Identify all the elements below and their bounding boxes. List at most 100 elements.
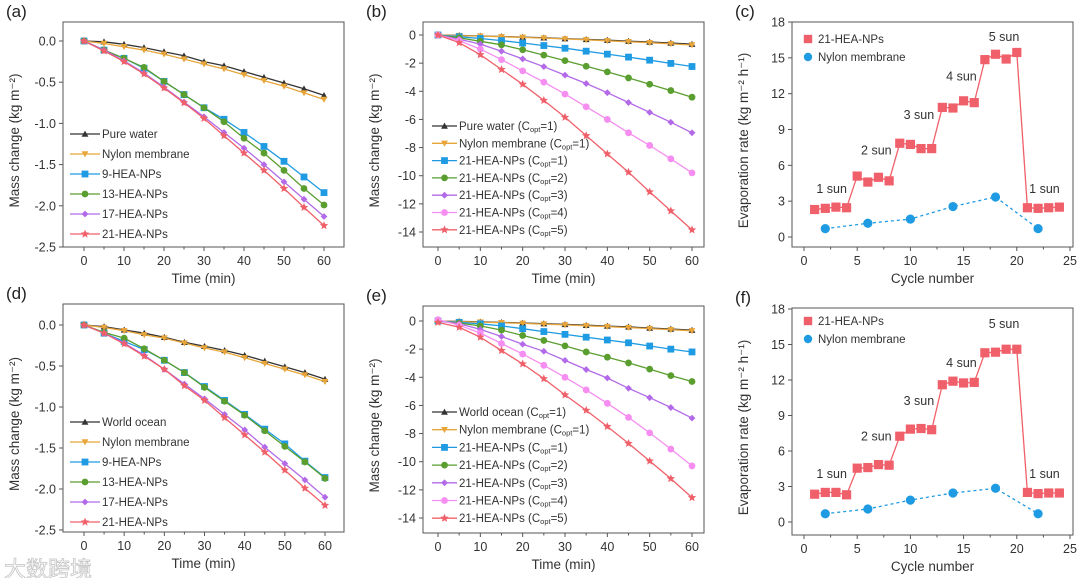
- y-tick-label: 0: [409, 315, 416, 329]
- legend-label: Nylon membrane: [818, 52, 906, 64]
- square-marker: [895, 138, 905, 148]
- y-tick-label: -2: [405, 343, 416, 357]
- star-marker: [120, 339, 129, 348]
- legend-label: 21-HEA-NPs (Copt=1): [459, 442, 568, 455]
- square-marker: [625, 53, 632, 61]
- square-marker: [980, 348, 990, 358]
- x-tick-label: 0: [81, 539, 88, 553]
- diamond-marker: [646, 108, 654, 116]
- circle-marker: [803, 334, 813, 344]
- star-marker: [560, 390, 570, 399]
- triangle-up-marker: [320, 91, 328, 99]
- series-line: [437, 320, 693, 383]
- square-marker: [1033, 203, 1043, 213]
- circle-marker: [646, 80, 654, 88]
- square-marker: [852, 171, 862, 181]
- circle-marker: [625, 413, 632, 421]
- legend-entry: 13-HEA-NPs: [70, 189, 168, 201]
- triangle-down-marker: [321, 378, 329, 385]
- star-marker: [433, 318, 443, 326]
- panel-label: (e): [366, 286, 387, 305]
- y-tick-label: 15: [771, 338, 785, 352]
- circle-marker: [1033, 224, 1043, 234]
- diamond-marker: [603, 89, 611, 97]
- square-marker: [582, 333, 590, 341]
- circle-marker: [803, 52, 813, 62]
- square-marker: [1044, 203, 1054, 213]
- panel-label: (f): [735, 288, 751, 307]
- triangle-down-marker: [688, 328, 696, 335]
- panel-label: (c): [735, 2, 755, 21]
- star-marker: [645, 187, 654, 196]
- diamond-marker: [498, 333, 505, 340]
- series-21-hea-nps: [79, 320, 330, 509]
- star-marker: [279, 184, 289, 193]
- triangle-down-marker: [540, 35, 548, 42]
- legend-entry: 17-HEA-NPs: [70, 497, 168, 509]
- square-marker: [1033, 489, 1043, 499]
- triangle-down-marker: [603, 323, 611, 331]
- square-marker: [980, 55, 990, 65]
- star-marker: [320, 501, 330, 509]
- square-marker: [916, 144, 926, 154]
- panel-label: (a): [6, 2, 27, 21]
- y-tick-label: 18: [771, 16, 785, 30]
- square-marker: [1054, 202, 1064, 212]
- square-marker: [625, 339, 632, 347]
- square-marker: [1001, 344, 1011, 354]
- circle-marker: [603, 399, 611, 407]
- y-tick-label: 3: [778, 480, 785, 494]
- legend-label: Pure water (Copt=1): [459, 121, 557, 134]
- circle-marker: [540, 361, 548, 369]
- legend-entry: 21-HEA-NPs (Copt=3): [432, 190, 568, 203]
- legend-label: 21-HEA-NPs (Copt=4): [459, 496, 568, 509]
- plot-frame: [791, 307, 1074, 536]
- square-marker: [603, 50, 611, 58]
- diamond-marker: [240, 144, 248, 152]
- legend-entry: 21-HEA-NPs: [70, 517, 168, 529]
- square-marker: [561, 330, 569, 338]
- square-marker: [1001, 54, 1011, 64]
- star-marker: [440, 513, 449, 522]
- x-tick-label: 0: [435, 254, 442, 268]
- legend-label: 21-HEA-NPs (Copt=1): [459, 156, 568, 169]
- square-marker: [884, 176, 894, 186]
- y-tick-label: -12: [398, 197, 416, 211]
- diamond-marker: [540, 347, 548, 355]
- legend-entry: Pure water: [70, 129, 158, 141]
- star-marker: [666, 474, 675, 483]
- x-tick-label: 30: [197, 254, 211, 268]
- circle-marker: [441, 174, 448, 182]
- y-tick-label: 0: [409, 29, 416, 43]
- y-axis-title: Mass change (kg m⁻²): [367, 359, 382, 493]
- y-tick-label: -10: [398, 455, 416, 469]
- y-tick-label: 0.0: [39, 319, 56, 333]
- legend-label: 21-HEA-NPs (Copt=5): [459, 225, 568, 238]
- panel-b: (b) 0 10 20 30 40 50 60 0 -2 -4 -6 -8 -10 -12 -14 Time (…: [366, 2, 705, 286]
- square-marker: [948, 103, 958, 113]
- y-tick-label: -1.0: [34, 401, 56, 415]
- x-tick-label: 50: [643, 254, 657, 268]
- triangle-down-marker: [300, 90, 308, 97]
- diamond-marker: [688, 414, 696, 422]
- x-axis-title: Time (min): [172, 556, 236, 571]
- diamond-marker: [441, 479, 448, 487]
- legend-label: 13-HEA-NPs: [102, 477, 168, 489]
- legend-entry: 17-HEA-NPs: [70, 209, 168, 221]
- legend-label: Nylon membrane: [102, 149, 190, 161]
- sun-annotation: 2 sun: [861, 429, 892, 443]
- series-21-hea-nps: [810, 47, 1064, 215]
- triangle-down-marker: [220, 66, 228, 73]
- triangle-down-marker: [180, 56, 188, 63]
- square-marker: [688, 63, 696, 70]
- diamond-marker: [281, 460, 289, 467]
- triangle-down-marker: [81, 151, 89, 158]
- circle-marker: [667, 445, 675, 453]
- star-marker: [440, 225, 449, 234]
- star-marker: [79, 320, 89, 329]
- triangle-up-marker: [441, 408, 448, 415]
- x-tick-label: 40: [237, 254, 251, 268]
- panel-f: (f) 0 5 10 15 20 25 0 3 6 9 12 15 18 Cycle number Evapo…: [735, 288, 1077, 574]
- diamond-marker: [519, 55, 527, 63]
